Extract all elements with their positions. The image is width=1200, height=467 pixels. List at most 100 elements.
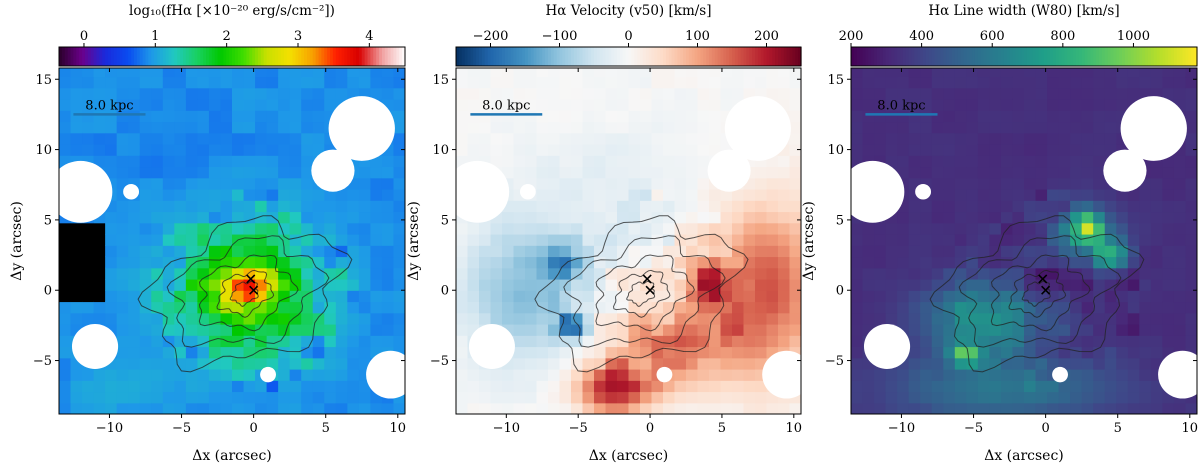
map-cell — [220, 380, 233, 393]
map-cell — [766, 256, 779, 269]
map-cell — [1081, 391, 1094, 404]
map-cell — [1047, 380, 1060, 393]
colorbar-segment — [949, 47, 953, 66]
map-cell — [185, 290, 198, 303]
y-tick-label: −5 — [33, 354, 52, 369]
map-cell — [1150, 278, 1163, 291]
map-cell — [920, 323, 933, 336]
map-cell — [301, 380, 314, 393]
map-cell — [208, 368, 222, 381]
flux-contour — [1008, 269, 1067, 318]
map-cell — [897, 357, 910, 370]
map-cell — [1093, 143, 1106, 156]
colorbar-segment — [330, 47, 334, 66]
map-cell — [897, 155, 910, 168]
map-cell — [1139, 222, 1152, 235]
map-cell — [232, 357, 245, 370]
map-cell — [1127, 200, 1140, 213]
map-cell — [197, 68, 210, 78]
colorbar-segment — [891, 47, 895, 66]
map-cell — [197, 143, 210, 156]
colorbar-segment — [142, 47, 147, 66]
map-cell — [885, 68, 898, 78]
map-cell — [502, 222, 515, 235]
map-cell — [220, 76, 233, 89]
map-cell — [151, 256, 164, 269]
map-cell — [301, 166, 314, 179]
map-cell — [1093, 87, 1106, 100]
map-cell — [128, 233, 141, 246]
map-cell — [1162, 267, 1175, 280]
colorbar-segment — [642, 47, 647, 66]
map-cell — [59, 121, 72, 134]
masked-region — [468, 323, 515, 369]
map-cell — [1150, 380, 1163, 393]
map-cell — [1104, 346, 1117, 359]
map-cell — [335, 200, 348, 213]
map-cell — [525, 98, 538, 111]
map-cell — [720, 245, 733, 258]
colorbar-segment — [96, 47, 100, 66]
map-cell — [370, 402, 383, 414]
map-cell — [908, 391, 921, 404]
map-cell — [456, 87, 469, 100]
map-cell — [1024, 323, 1037, 336]
colorbar-segment — [168, 47, 173, 66]
map-cell — [755, 76, 768, 89]
map-cell — [908, 68, 921, 78]
map-cell — [479, 245, 492, 258]
map-cell — [640, 68, 653, 78]
map-cell — [358, 76, 371, 89]
map-cell — [151, 346, 164, 359]
map-cell — [1116, 267, 1129, 280]
map-cell — [628, 402, 641, 414]
colorbar-segment — [992, 47, 996, 66]
colorbar-segment — [312, 47, 317, 66]
map-cell — [885, 267, 898, 280]
map-cell — [208, 256, 222, 269]
map-cell — [651, 68, 664, 78]
colorbar-segment — [548, 47, 552, 66]
map-cell — [628, 132, 641, 145]
map-cell — [139, 68, 152, 78]
map-cell — [920, 166, 933, 179]
map-cell — [1024, 290, 1037, 303]
colorbar-segment — [266, 47, 271, 66]
map-cell — [324, 278, 337, 291]
map-cell — [266, 335, 279, 348]
map-cell — [617, 211, 630, 224]
map-cell — [1024, 278, 1037, 291]
map-cell — [862, 267, 875, 280]
map-cell — [105, 98, 118, 111]
map-cell — [151, 188, 164, 201]
colorbar-segment — [370, 47, 374, 66]
map-cell — [966, 357, 979, 370]
map-cell — [651, 346, 664, 359]
map-cell — [605, 121, 618, 134]
map-cell — [1012, 155, 1025, 168]
map-cell — [93, 245, 106, 258]
map-cell — [220, 211, 233, 224]
map-cell — [1116, 98, 1129, 111]
map-cell — [908, 132, 921, 145]
map-cell — [370, 391, 383, 404]
map-cell — [594, 87, 607, 100]
map-cell — [674, 278, 687, 291]
map-cell — [766, 402, 779, 414]
colorbar-segment — [286, 47, 291, 66]
map-cell — [851, 402, 864, 414]
map-cell — [370, 312, 383, 325]
map-cell — [943, 155, 956, 168]
map-cell — [548, 132, 561, 145]
map-cell — [1104, 391, 1117, 404]
map-cell — [674, 132, 687, 145]
map-cell — [456, 256, 469, 269]
map-cell — [335, 188, 348, 201]
map-cell — [617, 278, 630, 291]
map-cell — [989, 121, 1002, 134]
map-cell — [943, 256, 956, 269]
map-cell — [640, 143, 653, 156]
colorbar-segment — [191, 47, 196, 66]
map-cell — [1093, 121, 1106, 134]
